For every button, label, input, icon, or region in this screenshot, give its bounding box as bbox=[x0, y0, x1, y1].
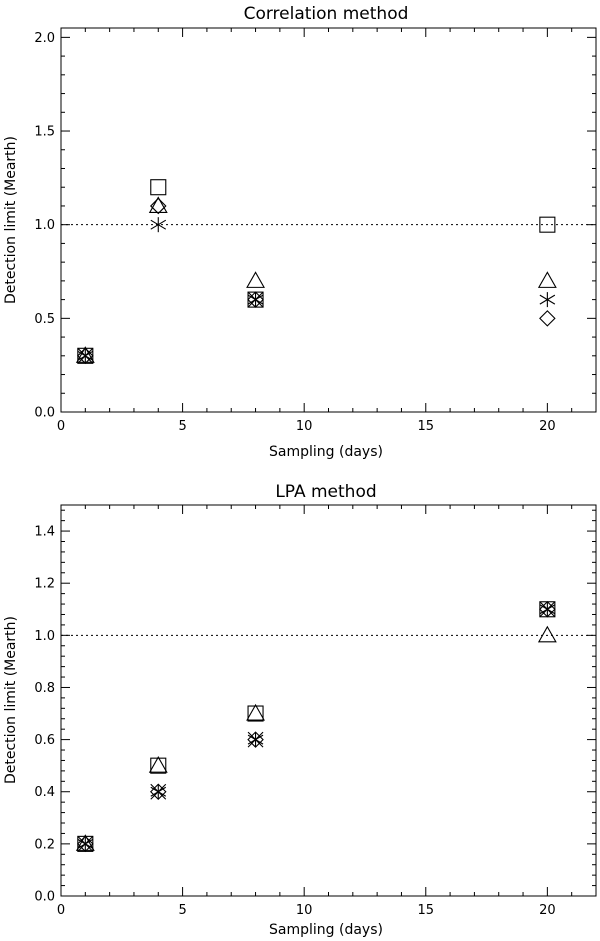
x-tick-label: 0 bbox=[57, 419, 65, 434]
x-tick-label: 5 bbox=[178, 903, 186, 918]
y-tick-label: 1.4 bbox=[34, 525, 55, 540]
y-tick-label: 1.0 bbox=[34, 218, 55, 233]
y-tick-label: 0.0 bbox=[34, 406, 55, 421]
y-tick-label: 0.6 bbox=[34, 733, 55, 748]
y-axis: 0.0 0.2 0.4 0.6 0.8 1.0 1.2 1.4 bbox=[34, 509, 596, 905]
diamond-marker bbox=[539, 310, 556, 327]
cross-marker bbox=[77, 835, 94, 852]
chart-title: LPA method bbox=[275, 482, 376, 502]
y-tick-label: 1.0 bbox=[34, 629, 55, 644]
cross-marker bbox=[150, 783, 167, 800]
x-tick-label: 20 bbox=[539, 419, 556, 434]
y-tick-label: 0.5 bbox=[34, 312, 55, 327]
chart-title: Correlation method bbox=[244, 4, 409, 24]
x-tick-label: 10 bbox=[296, 903, 313, 918]
correlation-method-panel: Correlation method 0 5 10 15 20 0.0 0.5 1.0 1.5… bbox=[3, 4, 597, 460]
x-axis: 0 5 10 15 20 bbox=[57, 505, 573, 918]
x-tick-label: 20 bbox=[539, 903, 556, 918]
x-axis-label: Sampling (days) bbox=[269, 922, 383, 938]
x-tick-label: 15 bbox=[417, 419, 434, 434]
y-axis-label: Detection limit (Mearth) bbox=[3, 616, 19, 784]
x-axis-label: Sampling (days) bbox=[269, 444, 383, 460]
triangle-marker bbox=[246, 271, 265, 288]
data-points bbox=[75, 600, 557, 853]
x-tick-label: 0 bbox=[57, 903, 65, 918]
data-points bbox=[75, 179, 557, 365]
triangle-marker bbox=[537, 271, 557, 288]
cross-marker bbox=[77, 347, 94, 364]
triangle-marker bbox=[148, 756, 168, 773]
asterisk-marker bbox=[150, 217, 167, 233]
diamond-marker bbox=[149, 197, 167, 215]
y-tick-label: 1.2 bbox=[34, 577, 55, 592]
y-axis: 0.0 0.5 1.0 1.5 2.0 bbox=[34, 31, 596, 421]
y-tick-label: 2.0 bbox=[34, 31, 55, 46]
cross-marker bbox=[247, 731, 264, 748]
plot-frame bbox=[60, 27, 597, 413]
x-tick-label: 15 bbox=[417, 903, 434, 918]
y-axis-label: Detection limit (Mearth) bbox=[3, 136, 19, 304]
y-tick-label: 1.5 bbox=[34, 125, 55, 140]
y-tick-label: 0.2 bbox=[34, 837, 55, 852]
plot-frame bbox=[60, 504, 597, 897]
triangle-marker bbox=[537, 625, 557, 643]
y-tick-label: 0.0 bbox=[34, 890, 55, 905]
cross-marker bbox=[247, 291, 264, 308]
cross-marker bbox=[539, 601, 556, 618]
x-axis: 0 5 10 15 20 bbox=[57, 28, 573, 434]
y-tick-label: 0.4 bbox=[34, 785, 55, 800]
asterisk-marker bbox=[539, 292, 556, 308]
y-tick-label: 0.8 bbox=[34, 681, 55, 696]
x-tick-label: 10 bbox=[296, 419, 313, 434]
triangle-marker bbox=[148, 196, 168, 214]
square-marker bbox=[539, 216, 556, 233]
triangle-marker bbox=[246, 703, 265, 721]
lpa-method-panel: LPA method 0 5 10 15 20 0.0 0.2 0.4 0.6 0.8 1.0 1.… bbox=[3, 482, 597, 938]
square-marker bbox=[150, 179, 167, 196]
x-tick-label: 5 bbox=[178, 419, 186, 434]
